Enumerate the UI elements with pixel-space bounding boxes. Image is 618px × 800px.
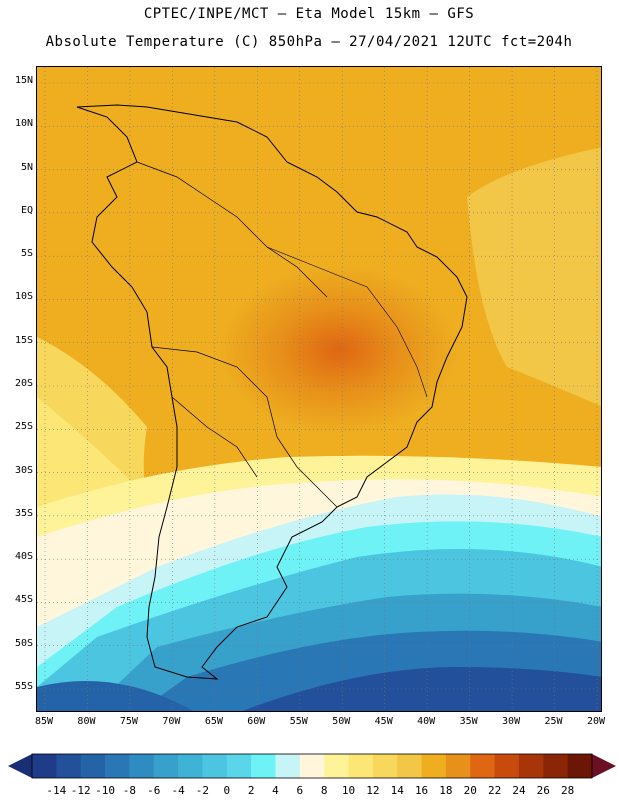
colorbar-outline (31, 753, 593, 779)
colorbar-label: -4 (171, 784, 185, 797)
colorbar-swatch (445, 754, 471, 778)
lon-label: 60W (247, 716, 266, 727)
lon-label: 35W (459, 716, 478, 727)
colorbar-swatch (324, 754, 350, 778)
lat-label: 45S (14, 594, 33, 606)
colorbar-label: 16 (414, 784, 429, 797)
lon-label: 30W (502, 716, 521, 727)
colorbar-swatch (105, 754, 130, 778)
colorbar-label: -2 (195, 784, 210, 797)
lat-label: 35S (14, 507, 33, 519)
lon-label: 65W (204, 716, 223, 727)
colorbar-swatch (470, 754, 496, 778)
colorbar-swatch (518, 754, 544, 778)
colorbar-swatch (153, 754, 179, 778)
colorbar-label: 26 (536, 784, 550, 797)
colorbar-swatch (251, 754, 276, 778)
lat-label: 20S (14, 378, 33, 389)
colorbar-label: -10 (95, 784, 115, 797)
temperature-field (37, 67, 601, 711)
lon-label: 25W (544, 716, 563, 727)
lat-label: 25S (14, 421, 33, 433)
colorbar-label: 0 (223, 784, 231, 797)
lat-label: 10N (14, 118, 33, 130)
lon-label: 40W (417, 716, 436, 727)
colorbar (8, 753, 616, 779)
colorbar-swatch (226, 754, 252, 778)
colorbar-swatch (129, 754, 155, 778)
lat-label: 40S (14, 551, 33, 563)
colorbar-swatch (397, 754, 423, 778)
colorbar-label: 22 (487, 784, 502, 797)
colorbar-swatch (348, 754, 374, 778)
lat-label: 30S (14, 464, 33, 476)
colorbar-swatch (80, 754, 106, 778)
colorbar-swatch (32, 754, 57, 778)
band-minus-10-west (37, 680, 194, 711)
colorbar-swatch (421, 754, 447, 778)
lon-label: 75W (119, 716, 138, 727)
colorbar-swatch (299, 754, 325, 778)
lon-label: 20W (586, 716, 606, 727)
colorbar-label: 24 (512, 784, 526, 797)
lat-label: 15S (14, 334, 33, 346)
lat-label: 10S (14, 291, 33, 303)
lat-label: 50S (14, 637, 33, 649)
temperature-map (36, 66, 602, 712)
colorbar-high-arrow (592, 754, 616, 778)
border-central (151, 346, 338, 508)
colorbar-label: 6 (296, 784, 304, 797)
colorbar-swatch (178, 754, 203, 778)
lat-label: 55S (14, 681, 33, 692)
colorbar-swatch (56, 754, 82, 778)
colorbar-label: 28 (561, 784, 575, 797)
colorbar-swatch (494, 754, 520, 778)
border-south (171, 396, 258, 478)
lon-label: 50W (332, 716, 351, 727)
lat-label: 15N (14, 75, 33, 86)
lon-label: 80W (77, 716, 96, 727)
colorbar-label: 8 (320, 784, 328, 797)
colorbar-label: -14 (46, 784, 67, 797)
colorbar-label: 2 (247, 784, 255, 797)
colorbar-swatch (567, 754, 593, 778)
warm-core-ne (517, 67, 601, 167)
lat-label: 5S (20, 248, 33, 260)
colorbar-swatch (543, 754, 569, 778)
colorbar-label: -12 (70, 784, 91, 797)
coastline-south-america (76, 104, 468, 680)
map-title-line-1: CPTEC/INPE/MCT – Eta Model 15km – GFS (143, 6, 475, 22)
lat-label: EQ (20, 204, 33, 216)
colorbar-swatch (275, 754, 301, 778)
lon-label: 55W (289, 716, 308, 727)
colorbar-low-arrow (8, 754, 32, 778)
border-north (136, 161, 328, 298)
colorbar-label: -8 (122, 784, 137, 797)
lon-label: 85W (34, 716, 54, 727)
atlantic-warm-band (467, 147, 601, 407)
colorbar-label: 18 (439, 784, 453, 797)
lon-label: 70W (162, 716, 181, 727)
brazil-states (266, 246, 428, 398)
warm-core (162, 242, 502, 482)
lat-label: 5N (20, 161, 33, 173)
colorbar-label: 4 (272, 784, 279, 797)
map-title-line-2: Absolute Temperature (C) 850hPa – 27/04/… (45, 34, 573, 50)
colorbar-label: 12 (366, 784, 380, 797)
colorbar-label: 20 (463, 784, 477, 797)
colorbar-label: -6 (147, 784, 161, 797)
colorbar-swatch (202, 754, 228, 778)
colorbar-swatch (372, 754, 398, 778)
colorbar-label: 10 (341, 784, 356, 797)
colorbar-label: 14 (390, 784, 404, 797)
lon-label: 45W (374, 716, 393, 727)
